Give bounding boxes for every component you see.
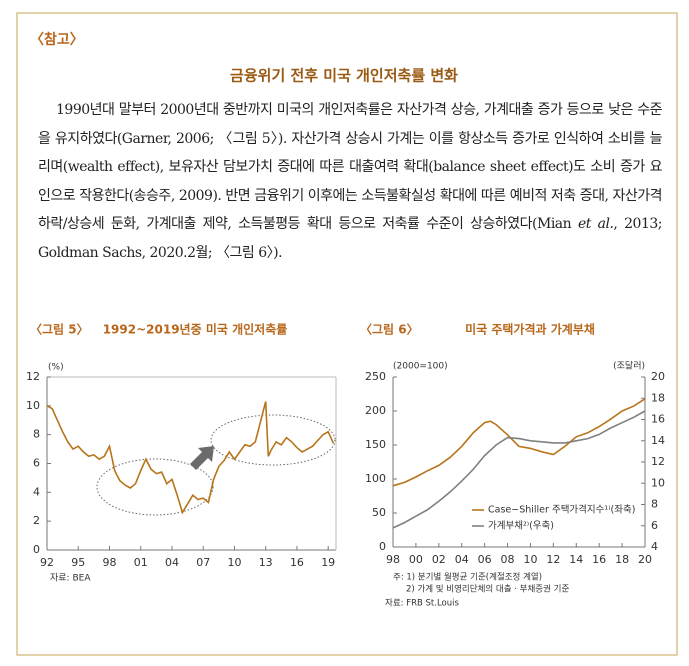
header: 〈참고〉 (30, 32, 84, 48)
note: 주: 1) 분기별 월평균 기준(계절조정 계열) (393, 572, 542, 583)
y-tick-label: 50 (372, 506, 386, 519)
x-tick-label: 95 (71, 556, 85, 569)
x-tick-label: 16 (592, 553, 606, 566)
y-tick-label: 4 (33, 485, 40, 498)
y2-tick-label: 12 (651, 455, 665, 468)
x-tick-label: 06 (478, 553, 492, 566)
data-line (392, 398, 646, 487)
fig-label: 〈그림 5〉 (30, 322, 89, 337)
y2-tick-label: 8 (651, 498, 658, 511)
y-tick-label: 250 (365, 370, 386, 383)
fig-title: 1992~2019년중 미국 개인저축률 (103, 322, 288, 337)
y2-tick-label: 20 (651, 370, 665, 383)
source: 자료: FRB St.Louis (385, 599, 459, 609)
y2-tick-label: 18 (651, 391, 665, 404)
y2-tick-label: 10 (651, 476, 665, 489)
annotation-ellipse (96, 458, 214, 516)
x-tick-label: 04 (165, 556, 179, 569)
legend-label: 가계부채²⁾(우축) (488, 520, 554, 532)
x-tick-label: 19 (321, 556, 335, 569)
x-tick-label: 98 (386, 553, 400, 566)
y2-tick-label: 4 (651, 540, 658, 553)
y-tick-label: 0 (33, 543, 40, 556)
source: 자료: BEA (50, 573, 91, 584)
legend-label: Case−Shiller 주택가격지수¹⁾(좌축) (488, 504, 635, 516)
x-tick-label: 18 (615, 553, 629, 566)
y-unit: (%) (48, 363, 64, 373)
y-tick-label: 200 (365, 404, 386, 417)
paragraph: 1990년대 말부터 2000년대 중반까지 미국의 개인저축률은 자산가격 상… (38, 96, 663, 267)
x-tick-label: 13 (259, 556, 273, 569)
x-tick-label: 01 (134, 556, 148, 569)
data-line (46, 401, 335, 515)
y2-unit: (조달러) (613, 360, 645, 372)
annotation-ellipse (210, 414, 336, 466)
x-tick-label: 20 (638, 553, 652, 566)
y-unit: (2000=100) (393, 362, 448, 372)
fig-label: 〈그림 6〉 (360, 322, 419, 337)
text: , 2013; Goldman Sachs, 2020.2월; 〈그림 6〉). (38, 216, 663, 261)
y-tick-label: 6 (33, 457, 40, 470)
x-tick-label: 07 (196, 556, 210, 569)
x-tick-label: 02 (432, 553, 446, 566)
y2-tick-label: 14 (651, 434, 665, 447)
data-line (392, 410, 646, 529)
y2-tick-label: 16 (651, 413, 665, 426)
x-tick-label: 00 (409, 553, 423, 566)
fig-title: 미국 주택가격과 가계부채 (465, 322, 595, 337)
text: et al. (577, 216, 614, 232)
y-tick-label: 150 (365, 438, 386, 451)
y-tick-label: 100 (365, 472, 386, 485)
text: 1990년대 말부터 2000년대 중반까지 미국의 개인저축률은 자산가격 상… (38, 102, 663, 232)
x-tick-label: 98 (102, 556, 116, 569)
x-tick-label: 16 (290, 556, 304, 569)
x-tick-label: 08 (501, 553, 515, 566)
annotation-arrow (190, 446, 214, 470)
note: 2) 가계 및 비영리단체의 대출 · 부채증권 기준 (406, 584, 569, 595)
doc-title: 금융위기 전후 미국 개인저축률 변화 (230, 67, 458, 85)
x-tick-label: 12 (546, 553, 560, 566)
frame (16, 12, 678, 656)
y-tick-label: 8 (33, 428, 40, 441)
x-tick-label: 04 (455, 553, 469, 566)
x-tick-label: 14 (569, 553, 583, 566)
y-tick-label: 12 (26, 370, 40, 383)
y2-tick-label: 6 (651, 519, 658, 532)
y-tick-label: 0 (379, 540, 386, 553)
y-tick-label: 10 (26, 399, 40, 412)
x-tick-label: 10 (227, 556, 241, 569)
x-tick-label: 10 (523, 553, 537, 566)
x-tick-label: 92 (40, 556, 54, 569)
y-tick-label: 2 (33, 514, 40, 527)
